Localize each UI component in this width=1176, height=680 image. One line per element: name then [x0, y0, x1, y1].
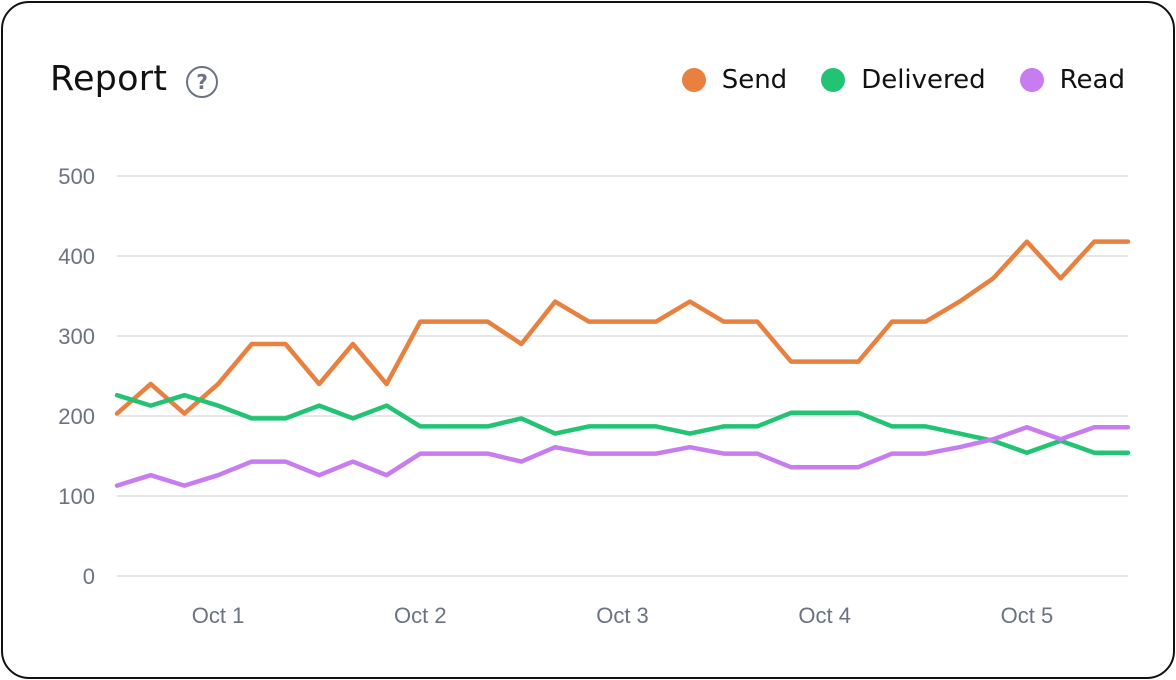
grid-lines: [117, 175, 1128, 577]
y-tick-label: 300: [58, 324, 95, 349]
series-line-send: [114, 239, 1131, 416]
legend-label-send: Send: [721, 65, 788, 95]
x-tick-label: Oct 4: [798, 603, 851, 628]
series-line-read: [114, 424, 1131, 488]
y-tick-label: 500: [58, 164, 95, 189]
legend-dot-send: [681, 68, 706, 92]
question-circle-icon[interactable]: ?: [186, 66, 218, 98]
x-tick-label: Oct 1: [192, 603, 245, 628]
y-tick-label: 100: [58, 484, 95, 509]
chart-legend: Send Delivered Read: [648, 65, 1125, 95]
x-tick-label: Oct 3: [596, 603, 649, 628]
series-line-delivered: [114, 392, 1131, 456]
series-lines: [114, 239, 1131, 488]
x-axis: Oct 1 Oct 2 Oct 3 Oct 4 Oct 5: [192, 603, 1053, 628]
legend-item-read[interactable]: Read: [1019, 65, 1125, 95]
x-tick-label: Oct 5: [1001, 603, 1054, 628]
y-axis: 0 100 200 300 400 500: [58, 164, 95, 589]
legend-item-send[interactable]: Send: [681, 65, 788, 95]
y-tick-label: 200: [58, 404, 95, 429]
legend-dot-read: [1019, 68, 1044, 92]
legend-dot-delivered: [821, 68, 846, 92]
legend-item-delivered[interactable]: Delivered: [821, 65, 986, 95]
legend-label-read: Read: [1059, 65, 1125, 95]
legend-label-delivered: Delivered: [861, 65, 986, 95]
x-tick-label: Oct 2: [394, 603, 447, 628]
y-tick-label: 0: [83, 564, 95, 589]
y-tick-label: 400: [58, 244, 95, 269]
page-title: Report: [50, 59, 168, 99]
